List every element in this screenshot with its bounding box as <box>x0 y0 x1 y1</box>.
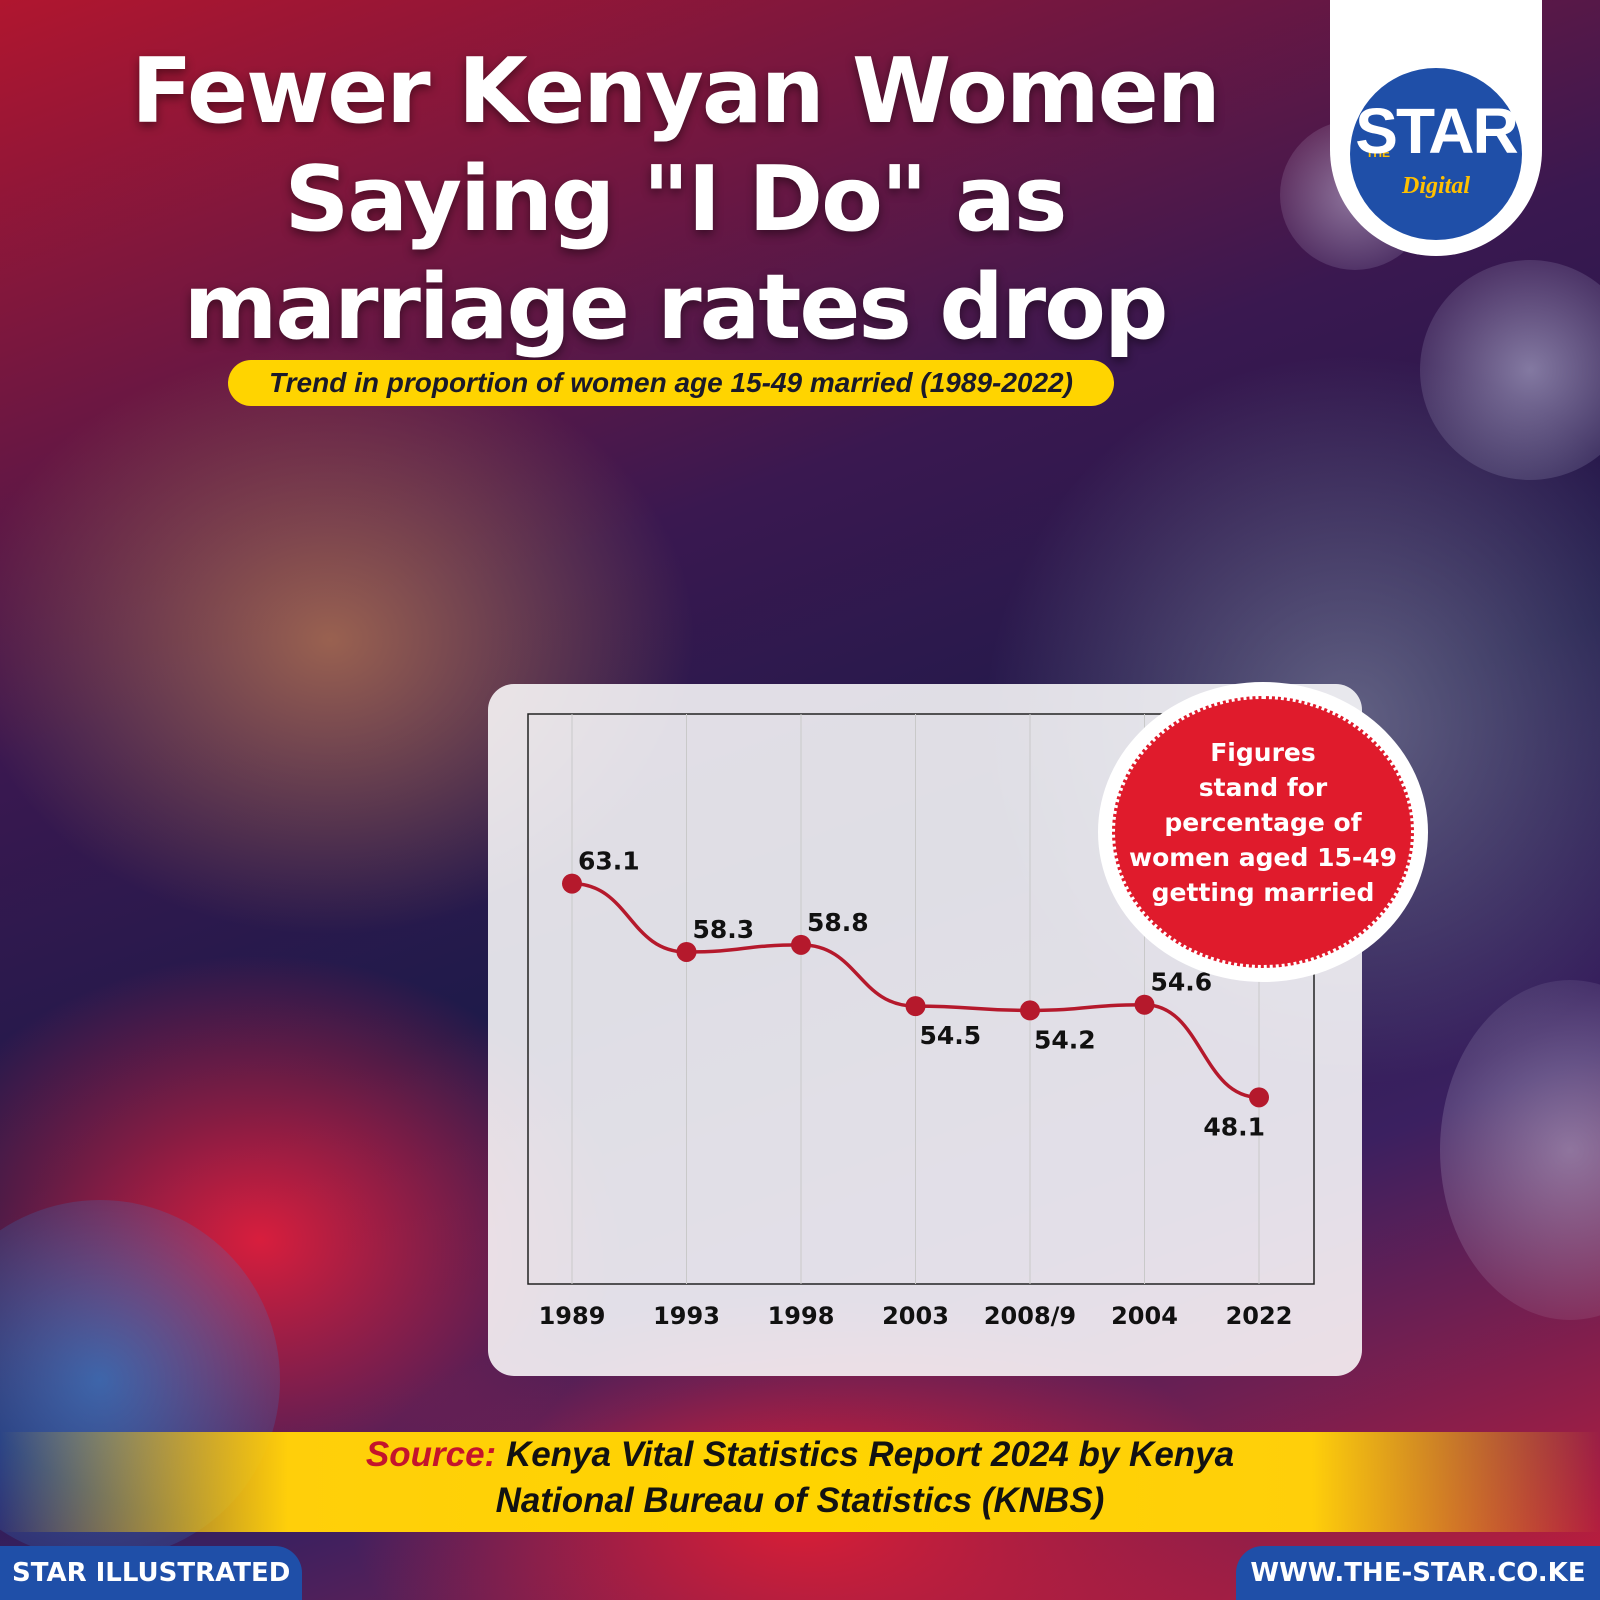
footer-star-illustrated: STAR ILLUSTRATED <box>0 1546 302 1600</box>
x-tick-label-2: 1998 <box>768 1302 835 1330</box>
x-tick-label-0: 1989 <box>539 1302 606 1330</box>
background-bokeh-4 <box>1440 980 1600 1320</box>
data-label-6: 48.1 <box>1203 1112 1265 1141</box>
logo-star-text: STAR <box>1355 95 1518 167</box>
note-line-3: percentage of <box>1164 808 1362 837</box>
source-label: Source: <box>365 1435 497 1474</box>
data-label-1: 58.3 <box>693 915 755 944</box>
data-label-5: 54.6 <box>1151 968 1213 997</box>
note-line-5: getting married <box>1151 878 1375 907</box>
data-point-5 <box>1134 994 1155 1015</box>
line-chart: 63.1 58.3 58.8 54.5 54.2 54.6 48.1 1989 1993 199… <box>527 713 1315 1330</box>
note-badge: Figures stand for percentage of women ag… <box>1112 696 1414 968</box>
x-tick-label-6: 2022 <box>1226 1302 1293 1330</box>
data-point-3 <box>905 996 926 1017</box>
note-line-4: women aged 15-49 <box>1128 843 1398 872</box>
data-point-0 <box>562 873 582 894</box>
x-tick-label-1: 1993 <box>653 1302 720 1330</box>
note-line-2: stand for <box>1198 773 1328 802</box>
data-label-4: 54.2 <box>1034 1025 1096 1054</box>
plot-frame <box>527 713 1315 1285</box>
source-line-2: National Bureau of Statistics (KNBS) <box>495 1481 1105 1520</box>
the-star-digital-logo: THE STAR Digital <box>1350 68 1522 240</box>
source-line-1: Source: Kenya Vital Statistics Report 20… <box>0 1432 1600 1478</box>
data-labels: 63.1 58.3 58.8 54.5 54.2 54.6 48.1 <box>578 847 1265 1142</box>
data-point-4 <box>1020 1000 1040 1021</box>
x-tick-labels: 1989 1993 1998 2003 2008/9 2004 2022 <box>539 1302 1293 1330</box>
footer-website-link[interactable]: WWW.THE-STAR.CO.KE <box>1236 1546 1600 1600</box>
headline-line-2: Saying "I Do" as <box>284 147 1068 252</box>
data-point-6 <box>1249 1087 1269 1108</box>
source-band: Source: Kenya Vital Statistics Report 20… <box>0 1432 1600 1532</box>
headline: Fewer Kenyan Women Saying "I Do" as marr… <box>120 38 1230 362</box>
headline-line-3: marriage rates drop <box>183 255 1169 360</box>
data-points <box>562 873 1269 1108</box>
data-label-0: 63.1 <box>578 847 640 876</box>
logo-digital-text: Digital <box>1401 173 1470 199</box>
subtitle-pill: Trend in proportion of women age 15-49 m… <box>228 360 1114 406</box>
source-text-1: Kenya Vital Statistics Report 2024 by Ke… <box>505 1435 1235 1474</box>
logo-the-text: THE <box>1366 146 1390 160</box>
x-tick-label-3: 2003 <box>882 1302 949 1330</box>
data-point-1 <box>676 941 697 962</box>
note-line-1: Figures <box>1210 738 1316 767</box>
x-tick-label-5: 2004 <box>1111 1302 1178 1330</box>
x-tick-label-4: 2008/9 <box>984 1302 1076 1330</box>
background-bokeh-1 <box>1420 260 1600 480</box>
data-label-2: 58.8 <box>807 908 869 937</box>
headline-line-1: Fewer Kenyan Women <box>131 39 1221 144</box>
data-point-2 <box>791 934 811 955</box>
data-label-3: 54.5 <box>920 1021 982 1050</box>
chart-subtitle: Trend in proportion of women age 15-49 m… <box>269 367 1073 398</box>
note-badge-text: Figures stand for percentage of women ag… <box>1115 735 1411 910</box>
